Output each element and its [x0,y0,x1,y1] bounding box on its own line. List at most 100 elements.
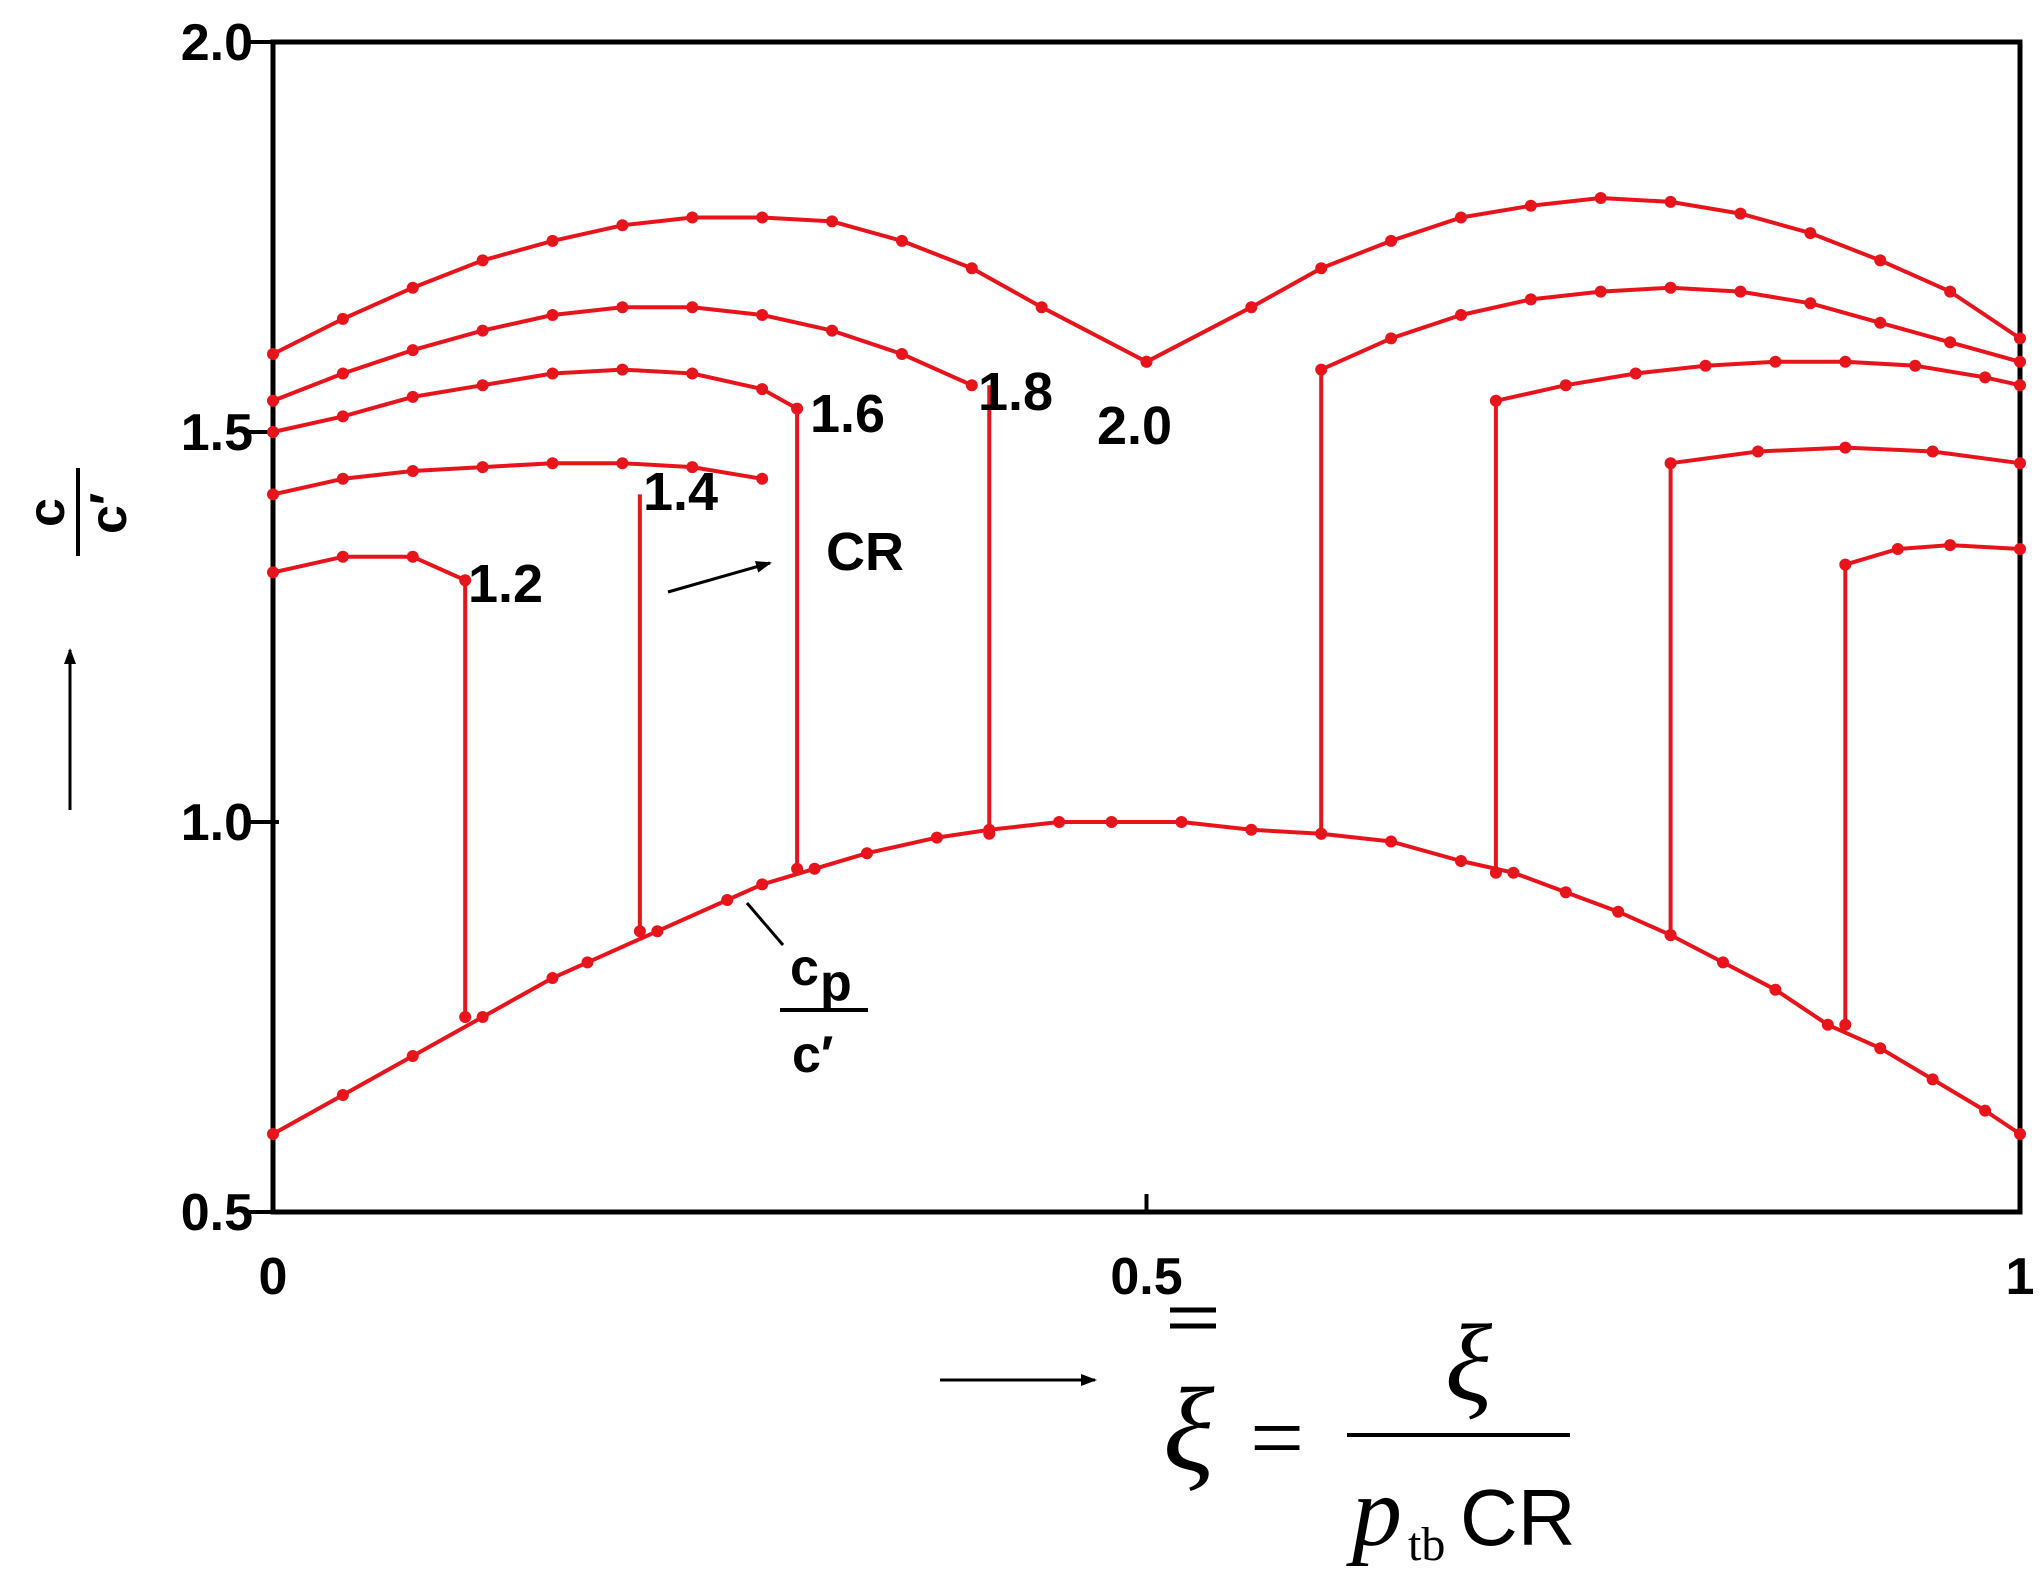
cp-label-denominator: c′ [792,1026,833,1084]
series-1-8-right-line-point-6 [1734,285,1747,298]
series-1-6-left-line-point-0 [267,426,279,438]
series-2-0-left-line-point-1 [336,312,349,325]
baseline-cp-curve-point-22 [1612,905,1625,918]
x-label-denominator-p: p [1346,1456,1402,1567]
baseline-cp-curve-point-7 [721,894,734,906]
x-label-denominator-cr: CR [1460,1473,1576,1562]
series-1-6-right-line-point-8 [2014,379,2026,392]
x-label-equals: = [1250,1384,1304,1491]
series-1-6-right-line-point-1 [1559,379,1572,392]
series-1-4-left-line-point-5 [616,457,629,470]
baseline-cp-curve-point-18 [1385,835,1398,848]
series-1-4-rise-line-foot-point [1664,929,1677,942]
series-1-2-left-line-point-1 [336,550,349,563]
x-label-numerator: ξ [1445,1302,1493,1424]
series-1-6-right-line-point-4 [1769,355,1782,368]
y-label-denominator: c′ [80,493,138,534]
series-2-0-left-line-point-8 [826,215,839,228]
series-1-4-drop-line-foot-point [633,925,646,938]
series-2-0-left-line-point-11 [1035,301,1048,314]
x-tick-label-0: 0 [259,1248,288,1306]
baseline-cp-curve-point-0 [267,1128,279,1140]
baseline-cp-curve-point-26 [1821,1018,1834,1031]
baseline-cp-curve-point-6 [651,925,664,938]
series-1-8-right-line-point-1 [1385,332,1398,345]
series-1-8-left-line-point-3 [476,324,489,337]
y-axis-ticks: 0.5 1.0 1.5 2.0 [181,14,279,1242]
series-1-4-right-line-point-4 [2014,457,2026,470]
series-2-0-left-line-point-5 [616,219,629,232]
series-1-4-left-line-point-2 [406,465,419,477]
y-tick-label-1: 1.0 [181,794,253,852]
series-1-6-right-line [1495,359,2021,403]
baseline-cp-curve-point-30 [2014,1128,2026,1140]
series-1-8-drop-line-foot-point [983,827,996,840]
series-1-6-right-line-point-7 [1979,371,1992,384]
series-1-6-right-line-point-3 [1699,359,1712,372]
series-2-0-left-line-point-7 [756,211,769,224]
baseline-cp-curve-point-8 [756,878,769,891]
y-axis-label: c c′ [18,468,138,556]
series-1-4-left-line [272,461,763,497]
series-1-6-right-line-point-2 [1629,367,1642,380]
series-2-0-right-line-point-12 [2014,332,2026,345]
baseline-cp-curve-point-24 [1717,956,1730,969]
baseline-cp-curve [272,820,2022,1136]
series-2-0-left-line [272,215,1148,364]
cp-leader-line [745,902,785,946]
baseline-cp-curve-point-4 [546,972,559,984]
series-1-8-left-line-point-5 [616,301,629,314]
series-2-0-left-line-point-0 [267,348,279,360]
baseline-cp-curve-point-15 [1175,816,1188,828]
series-label-1-2: 1.2 [468,554,543,614]
series-2-0-right-line-point-10 [1874,254,1887,267]
series-1-8-left-line-point-7 [756,309,769,321]
series-2-0-left-line-point-2 [406,281,419,294]
y-tick-label-0: 0.5 [181,1184,253,1242]
series-1-2-drop-line-foot-point [459,1011,472,1023]
baseline-cp-curve-point-10 [860,847,873,860]
series-1-2-left-line-point-0 [267,566,279,579]
series-1-8-right-line [1320,285,2021,372]
series-1-2-right-line-point-3 [2014,543,2026,555]
series-1-8-right-line-point-9 [1944,336,1957,349]
series-2-0-right-line-point-2 [1315,262,1328,275]
x-tick-label-2: 1 [2006,1248,2035,1306]
series-1-8-left-line-point-0 [267,394,279,407]
series-2-0-right-line-point-3 [1385,234,1398,247]
cr-label: CR [826,522,904,582]
series-1-6-drop-line-foot-point [791,862,804,875]
baseline-cp-curve-point-1 [336,1089,349,1101]
baseline-cp-curve-point-21 [1559,886,1572,899]
series-1-8-right-line-point-8 [1874,316,1887,329]
series-1-4-right-line-point-2 [1839,441,1852,454]
baseline-cp-curve-point-25 [1769,983,1782,996]
series-label-2-0: 2.0 [1097,396,1172,456]
series-1-4-left-line-point-0 [267,488,279,501]
series-2-0-left-line-point-10 [965,262,978,275]
series-1-2-right-line-point-2 [1944,539,1957,552]
series-2-0-right-line-point-4 [1454,211,1467,224]
cp-label-subscript: p [820,954,852,1012]
series-1-4-left-line-point-3 [476,461,489,474]
baseline-cp-curve-point-28 [1926,1073,1939,1086]
baseline-cp-curve-point-5 [581,956,594,969]
baseline-cp-curve-point-29 [1979,1104,1992,1117]
series-2-0-left-line-point-9 [895,234,908,247]
series-1-6-left-line-point-1 [336,410,349,423]
series-1-8-left-line-point-8 [826,324,839,337]
y-label-numerator: c [18,498,76,527]
x-tick-label-1: 0.5 [1110,1248,1182,1306]
baseline-cp-curve-point-20 [1507,866,1520,879]
series-1-2-rise-line-foot-point [1839,1018,1852,1031]
series-1-8-right-line-point-10 [2014,355,2026,368]
series-2-0-left-line-point-3 [476,254,489,267]
series-layer [267,192,2026,1140]
series-2-0-right-line-point-8 [1734,207,1747,220]
series-1-6-left-line-point-3 [476,379,489,392]
series-label-1-8: 1.8 [978,362,1053,422]
series-1-6-left-line-point-7 [756,383,769,396]
series-1-4-right-line-point-1 [1751,445,1764,458]
series-1-8-rise-line-foot-point [1315,827,1328,840]
